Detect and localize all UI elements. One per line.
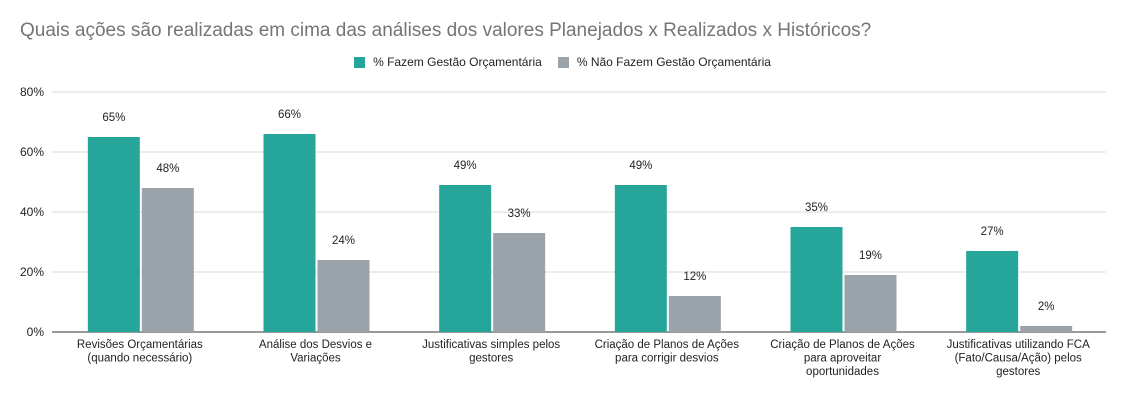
data-label-fazem: 49%	[629, 160, 652, 172]
bar-fazem	[87, 137, 140, 332]
legend: % Fazem Gestão Orçamentária % Não Fazem …	[0, 55, 1125, 69]
bar-fazem	[790, 227, 843, 332]
y-tick-label: 40%	[20, 205, 44, 219]
data-label-fazem: 49%	[454, 160, 477, 172]
bar-nao-fazem	[668, 296, 721, 332]
bar-nao-fazem	[1020, 326, 1073, 332]
y-tick-label: 0%	[27, 325, 45, 339]
data-label-fazem: 66%	[278, 109, 301, 121]
y-tick-label: 60%	[20, 145, 44, 159]
bar-nao-fazem	[317, 260, 370, 332]
bar-nao-fazem	[493, 233, 546, 332]
x-tick-label: Revisões Orçamentárias (quando necessário…	[77, 339, 203, 365]
data-label-nao-fazem: 24%	[332, 235, 355, 247]
bar-fazem	[263, 134, 316, 332]
bar-nao-fazem	[844, 275, 897, 332]
legend-label-nao-fazem: % Não Fazem Gestão Orçamentária	[576, 55, 771, 69]
bar-fazem	[439, 185, 492, 332]
x-tick-label: Criação de Planos de Ações para corrigir …	[595, 339, 740, 365]
bar-fazem	[966, 251, 1019, 332]
data-label-nao-fazem: 12%	[683, 271, 706, 283]
legend-swatch-fazem	[354, 56, 366, 68]
data-label-fazem: 27%	[981, 226, 1004, 238]
data-label-nao-fazem: 19%	[859, 250, 882, 262]
data-label-fazem: 65%	[102, 112, 125, 124]
legend-swatch-nao-fazem	[557, 56, 569, 68]
data-label-nao-fazem: 48%	[156, 163, 179, 175]
y-tick-label: 80%	[20, 85, 44, 99]
bar-fazem	[614, 185, 667, 332]
data-label-nao-fazem: 33%	[508, 208, 531, 220]
x-tick-label: Justificativas simples pelos gestores	[422, 339, 560, 365]
legend-label-fazem: % Fazem Gestão Orçamentária	[373, 55, 542, 69]
data-label-nao-fazem: 2%	[1038, 301, 1055, 313]
x-tick-label: Justificativas utilizando FCA (Fato/Causa…	[947, 339, 1090, 378]
y-tick-label: 20%	[20, 265, 44, 279]
legend-item-nao-fazem: % Não Fazem Gestão Orçamentária	[557, 55, 771, 69]
bar-nao-fazem	[141, 188, 194, 332]
legend-item-fazem: % Fazem Gestão Orçamentária	[354, 55, 542, 69]
x-tick-label: Criação de Planos de Ações para aproveita…	[770, 339, 915, 378]
chart-title: Quais ações são realizadas em cima das a…	[20, 20, 872, 41]
x-tick-label: Análise dos Desvios e Variações	[259, 339, 372, 365]
data-label-fazem: 35%	[805, 202, 828, 214]
